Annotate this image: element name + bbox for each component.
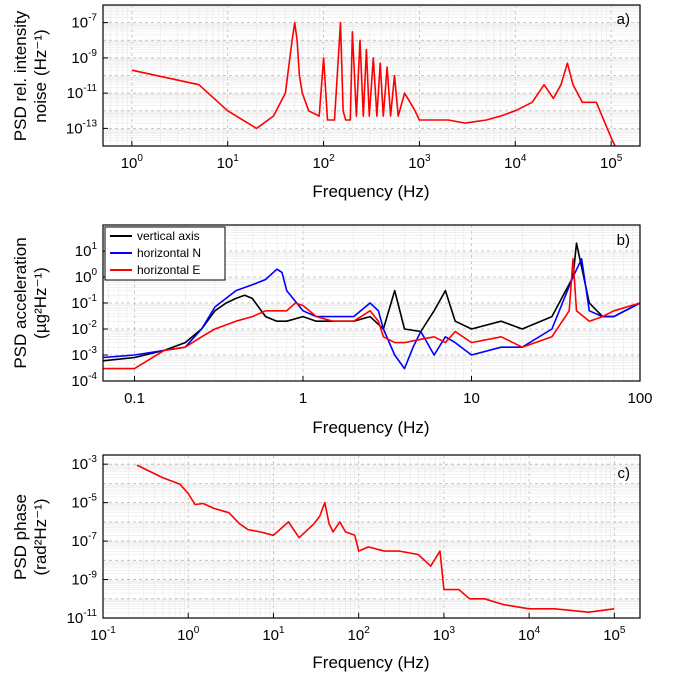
panel-a-x-axis-title: Frequency (Hz)	[312, 182, 429, 201]
x-tick-label: 104	[504, 153, 527, 172]
panel-b-label: b)	[617, 232, 630, 249]
panel-b-y-title-line1: PSD acceleration	[11, 237, 30, 368]
series-line-vertical-axis	[102, 242, 641, 362]
x-tick-label: 105	[603, 625, 626, 644]
panel-b-x-axis-title: Frequency (Hz)	[312, 418, 429, 437]
series-line-noise	[131, 21, 616, 147]
panel-a-y-title-line2: noise (Hz⁻¹)	[31, 29, 50, 122]
panel-c-y-title-line2: (rad²Hz⁻¹)	[31, 499, 50, 576]
series-line-horizontal-e	[103, 257, 641, 370]
y-tick-label: 10-4	[71, 371, 97, 390]
legend-label-vertical-axis: vertical axis	[137, 229, 200, 243]
panel-a-frame	[102, 4, 641, 147]
panel-b-frame	[102, 224, 641, 382]
panel-c-x-axis-title: Frequency (Hz)	[312, 653, 429, 672]
panel-b-y-title-line2: (µg²Hz⁻¹)	[31, 267, 50, 339]
y-tick-label: 10-3	[71, 454, 97, 473]
x-tick-label: 101	[262, 625, 285, 644]
y-tick-label: 10-11	[67, 83, 98, 102]
y-tick-label: 10-9	[71, 570, 97, 589]
x-tick-label: 103	[433, 625, 456, 644]
legend-label-horizontal-n: horizontal N	[137, 246, 201, 260]
y-tick-label: 10-2	[71, 319, 97, 338]
panel-a-label: a)	[617, 11, 630, 28]
panel-c-label: c)	[618, 465, 631, 482]
x-tick-label: 101	[217, 153, 240, 172]
series-line-noise	[136, 464, 615, 614]
y-tick-label: 10-3	[71, 345, 97, 364]
x-tick-label: 103	[408, 153, 431, 172]
x-tick-label: 104	[518, 625, 541, 644]
x-tick-label: 100	[627, 390, 652, 407]
x-tick-label: 102	[348, 625, 371, 644]
x-tick-label: 1	[299, 390, 307, 407]
y-tick-label: 10-7	[71, 13, 97, 32]
series-line-horizontal-n	[102, 257, 641, 370]
y-tick-label: 10-9	[71, 48, 97, 67]
x-tick-label: 0.1	[124, 390, 145, 407]
panel-c-frame	[102, 454, 641, 619]
x-tick-label: 10-1	[90, 625, 116, 644]
panel-a-y-title-noise: noise	[31, 82, 50, 123]
grid-lines	[103, 455, 640, 618]
x-tick-label: 102	[312, 153, 335, 172]
y-tick-label: 10-5	[71, 493, 97, 512]
x-tick-label: 10	[463, 390, 480, 407]
panel-a-chart: Frequency (Hz) PSD rel. intensity noise (…	[11, 4, 641, 201]
panel-b-chart: Frequency (Hz) PSD acceleration (µg²Hz⁻¹…	[11, 224, 653, 437]
x-tick-label: 105	[600, 153, 623, 172]
x-tick-label: 100	[177, 625, 200, 644]
legend-label-horizontal-e: horizontal E	[137, 263, 200, 277]
panel-a-y-title-line1: PSD rel. intensity	[11, 10, 30, 141]
x-tick-label: 100	[121, 153, 144, 172]
panel-c-chart: Frequency (Hz) PSD phase (rad²Hz⁻¹) 10-1…	[11, 454, 641, 672]
panel-b-legend: vertical axis horizontal N horizontal E	[104, 226, 226, 281]
panel-c-y-axis-title: PSD phase (rad²Hz⁻¹)	[11, 494, 50, 580]
y-tick-label: 10-13	[66, 118, 98, 137]
y-tick-label: 10-1	[71, 293, 97, 312]
panel-a-y-axis-title: PSD rel. intensity noise (Hz⁻¹)	[11, 10, 50, 141]
y-tick-label: 101	[75, 241, 98, 260]
panel-a-y-title-unit: (Hz⁻¹)	[31, 29, 50, 76]
y-tick-label: 10-7	[71, 531, 97, 550]
panel-b-y-axis-title: PSD acceleration (µg²Hz⁻¹)	[11, 237, 50, 368]
y-tick-label: 100	[75, 267, 98, 286]
y-tick-label: 10-11	[67, 608, 98, 627]
panel-c-y-title-line1: PSD phase	[11, 494, 30, 580]
